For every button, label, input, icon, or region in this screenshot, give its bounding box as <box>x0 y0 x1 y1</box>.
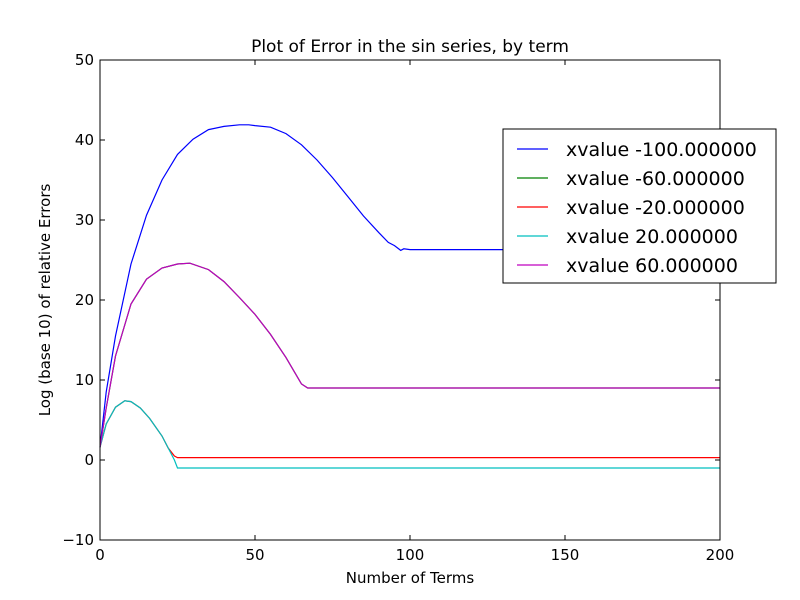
y-tick-label: −10 <box>62 531 94 549</box>
y-axis-label: Log (base 10) of relative Errors <box>36 184 54 417</box>
legend-label: xvalue -100.000000 <box>566 139 757 161</box>
series-line-5 <box>99 262 720 448</box>
legend-label: xvalue 60.000000 <box>566 255 738 277</box>
series-line-4 <box>99 400 720 469</box>
y-tick-label: 50 <box>75 51 94 69</box>
plot-frame <box>99 59 721 541</box>
y-tick-label: 40 <box>75 131 94 149</box>
series-layer <box>99 124 720 469</box>
x-tick-label: 200 <box>706 546 735 564</box>
y-tick-label: 0 <box>84 451 94 469</box>
x-tick-label: 50 <box>245 546 264 564</box>
y-tick-label: 10 <box>75 371 94 389</box>
x-tick-label: 150 <box>551 546 580 564</box>
x-axis-label: Number of Terms <box>346 569 475 587</box>
legend-label: xvalue -20.000000 <box>566 197 745 219</box>
y-tick-label: 30 <box>75 211 94 229</box>
series-line-3 <box>99 400 720 459</box>
legend-box <box>502 128 777 284</box>
legend: xvalue -100.000000 xvalue -60.000000 xvalu… <box>502 128 777 284</box>
x-tick-label: 0 <box>95 546 105 564</box>
legend-label: xvalue 20.000000 <box>566 226 738 248</box>
x-tick-label: 100 <box>396 546 425 564</box>
legend-label: xvalue -60.000000 <box>566 168 745 190</box>
chart-title: Plot of Error in the sin series, by term <box>251 37 569 57</box>
series-line-2 <box>99 262 720 448</box>
y-tick-label: 20 <box>75 291 94 309</box>
series-line-1 <box>99 124 720 448</box>
